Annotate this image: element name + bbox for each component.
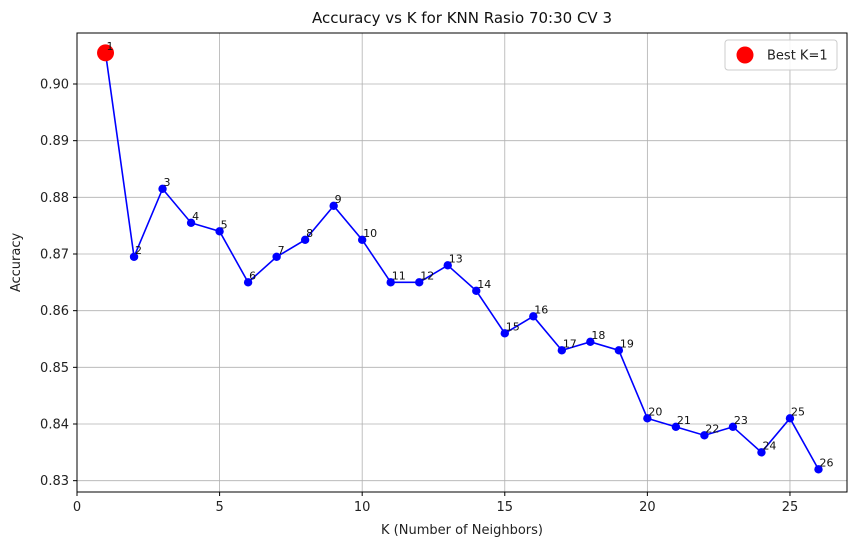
point-label: 13 [449, 252, 463, 265]
data-point [186, 218, 196, 228]
x-axis-label: K (Number of Neighbors) [381, 523, 543, 538]
point-label: 25 [791, 405, 805, 418]
point-label: 10 [363, 227, 377, 240]
y-tick-label: 0.88 [40, 191, 69, 206]
y-tick-label: 0.83 [40, 474, 69, 489]
chart-title: Accuracy vs K for KNN Rasio 70:30 CV 3 [312, 9, 612, 27]
x-axis: 0 5 10 15 20 25 [73, 492, 798, 515]
y-tick-label: 0.85 [40, 361, 69, 376]
data-point [272, 252, 281, 262]
data-point [472, 286, 481, 296]
data-point [785, 414, 795, 423]
data-point [700, 431, 709, 440]
point-label: 26 [819, 456, 833, 469]
point-label: 11 [392, 269, 406, 282]
x-tick-label: 15 [497, 500, 514, 515]
y-tick-label: 0.86 [40, 304, 69, 319]
legend-marker-best-k [736, 46, 754, 64]
series-accuracy [101, 48, 823, 474]
data-point [443, 261, 452, 270]
point-label: 18 [591, 329, 605, 342]
data-point [557, 346, 567, 355]
data-point [300, 235, 310, 245]
point-label: 12 [420, 269, 434, 282]
x-tick-label: 20 [639, 500, 656, 515]
data-point [671, 422, 681, 432]
x-tick-label: 25 [782, 500, 799, 515]
data-point [643, 414, 652, 423]
y-tick-label: 0.89 [40, 134, 69, 149]
data-point [357, 235, 367, 245]
point-label: 8 [306, 227, 313, 240]
point-label: 3 [164, 176, 171, 189]
data-point [129, 252, 139, 262]
x-tick-label: 5 [215, 500, 223, 515]
data-point [757, 448, 766, 457]
point-label: 20 [648, 405, 662, 418]
y-tick-label: 0.90 [40, 78, 69, 93]
data-point [215, 227, 224, 236]
legend-box [724, 39, 838, 71]
x-tick-label: 0 [73, 500, 81, 515]
point-label: 22 [705, 422, 719, 435]
grid-lines [76, 33, 847, 492]
best-k-marker-group [97, 44, 115, 62]
point-label: 17 [563, 337, 577, 350]
point-label: 21 [677, 414, 691, 427]
data-point [614, 346, 624, 355]
legend-label-best-k: Best K=1 [767, 49, 828, 64]
point-label: 16 [534, 303, 548, 316]
y-tick-label: 0.87 [40, 248, 69, 263]
point-label: 6 [249, 269, 256, 282]
x-tick-label: 10 [354, 500, 371, 515]
plot-area [76, 32, 848, 493]
y-axis: 0.83 0.84 0.85 0.86 0.87 0.88 0.89 0.90 [40, 78, 77, 489]
data-point [158, 184, 167, 194]
data-point [500, 329, 509, 338]
y-axis-label: Accuracy [9, 233, 24, 293]
data-point [243, 278, 253, 287]
y-tick-label: 0.84 [40, 418, 69, 433]
data-point [529, 312, 538, 321]
point-label: 5 [221, 218, 228, 231]
best-k-marker [97, 44, 115, 62]
legend: Best K=1 [724, 39, 838, 71]
point-label: 23 [734, 414, 748, 427]
point-label: 4 [192, 210, 199, 223]
point-label: 9 [335, 193, 342, 206]
point-label: 15 [506, 320, 520, 333]
data-point [329, 201, 338, 211]
data-point [586, 337, 595, 347]
point-label: 14 [477, 278, 491, 291]
series-line [104, 52, 820, 470]
data-point [728, 422, 738, 432]
point-label: 19 [620, 337, 634, 350]
point-label: 7 [278, 244, 285, 257]
data-point [415, 278, 424, 287]
point-label: 1 [107, 40, 114, 53]
data-point [386, 278, 395, 287]
point-label: 2 [135, 244, 142, 257]
point-label: 24 [762, 439, 776, 452]
data-point [814, 465, 823, 474]
